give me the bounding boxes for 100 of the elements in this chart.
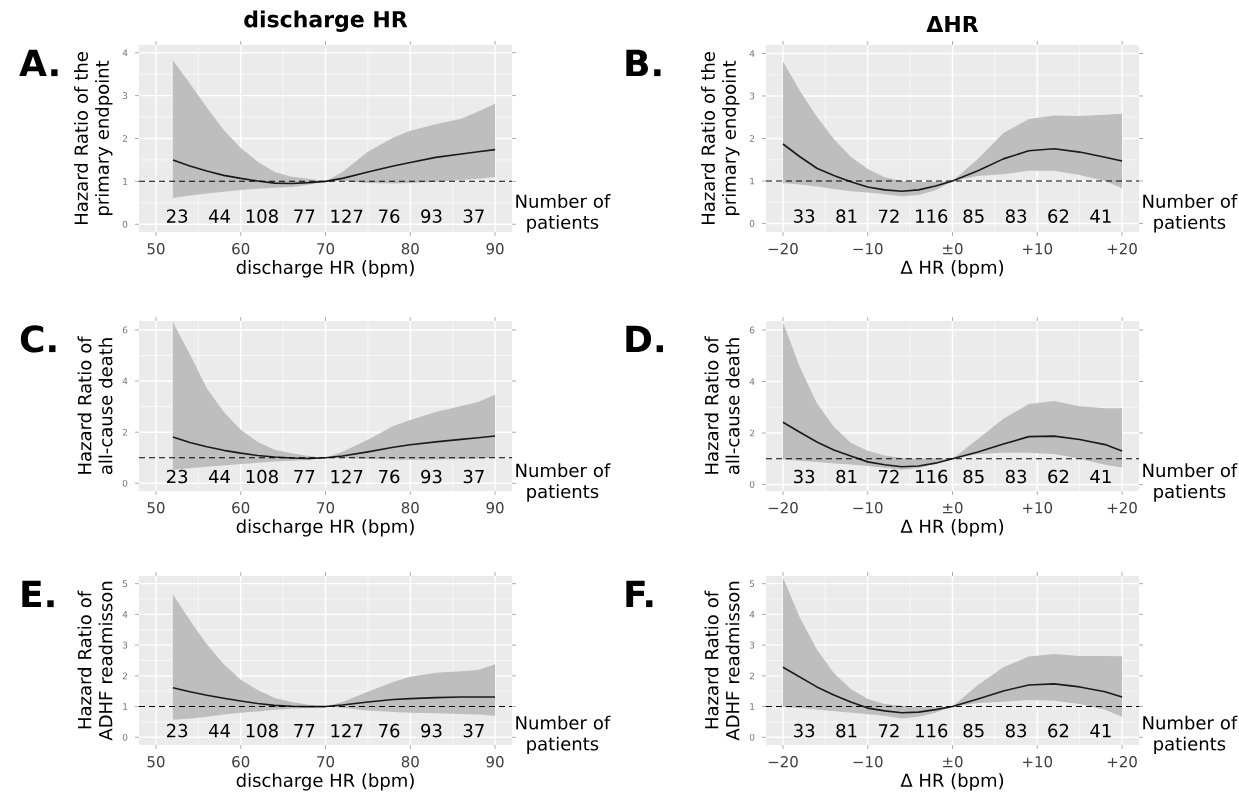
x-tick-label: 50 [147,243,165,255]
x-tick-label: 80 [401,756,419,768]
x-tick-label: 70 [317,243,335,255]
text: Number of patients [1143,194,1238,233]
x-tick-label: −20 [768,243,798,255]
y-axis-title: Hazard Ratio of all-cause death [704,336,740,475]
y-tick-label: 0 [122,220,128,228]
y-tick-label: 0 [749,481,755,488]
x-tick-label: −10 [853,502,883,514]
x-tick-label: ±0 [943,243,963,255]
y-tick-label: 1 [123,703,128,710]
annotation: 127 [331,723,363,738]
annotation: 93 [421,723,442,738]
text: B. [626,49,661,77]
y-tick-label: 2 [749,429,755,437]
x-tick-label: 90 [486,756,504,768]
annotation: 41 [1090,469,1111,484]
x-tick-label: ±0 [943,502,963,514]
y-tick-label: 0 [122,479,128,487]
text: C. [20,325,56,353]
x-tick-label: 60 [232,756,250,768]
text: Number of patients [516,194,611,233]
x-tick-label: 70 [317,502,335,514]
x-axis-title: Δ HR (bpm) [900,260,1004,278]
x-tick-label: ±0 [943,756,963,768]
chart-title: ΔHR [926,15,979,32]
y-tick-label: 3 [122,641,128,649]
annotation: 81 [836,469,857,484]
annotation: 62 [1048,723,1069,738]
annotation: 44 [208,469,230,484]
annotation: 72 [878,723,899,738]
x-axis-title: discharge HR (bpm) [236,260,414,278]
x-tick-label: 90 [486,502,504,514]
annotation: 37 [463,469,484,484]
annotation: 116 [916,469,948,484]
annotation: 116 [916,209,948,223]
annotation: 76 [379,723,400,738]
annotation: 83 [1005,723,1027,738]
text: A. [19,49,58,77]
line-series [782,421,1123,468]
annotation: 76 [379,469,400,484]
line-series [172,148,496,185]
text: E. [22,580,54,608]
annotation: 62 [1048,209,1069,223]
annotation: 33 [794,469,815,484]
y-tick-label: 5 [122,580,128,588]
annotation: 41 [1090,724,1111,738]
annotation: 77 [294,724,315,738]
y-tick-label: 1 [750,703,755,710]
text: F. [626,580,653,608]
annotation: 108 [246,723,278,738]
x-tick-label: −20 [768,502,798,514]
annotation: 83 [1005,209,1027,223]
annotation: 33 [794,723,815,738]
annotation: 93 [421,209,442,223]
chart-title: discharge HR [244,10,408,32]
y-tick-label: 0 [749,733,755,741]
x-tick-label: +20 [1107,502,1137,514]
x-tick-label: 90 [486,243,504,255]
annotation: 85 [963,723,984,738]
annotation: 37 [463,723,484,738]
annotation: 62 [1048,469,1069,484]
x-tick-label: 50 [147,756,165,768]
x-tick-label: −10 [853,243,883,255]
annotation: 72 [878,209,899,223]
annotation: 72 [878,469,899,484]
y-axis-title: Hazard Ratio of ADHF readmisson [704,581,740,741]
annotation: 108 [246,469,278,484]
text: Number of patients [516,463,611,502]
y-tick-label: 4 [749,378,755,385]
y-tick-label: 2 [749,135,755,142]
text: Number of patients [1143,463,1238,502]
y-axis-title: Hazard Ratio of the primary endpoint [701,52,740,225]
text: D. [626,325,663,353]
x-tick-label: 60 [232,502,250,514]
annotation: 81 [836,209,857,223]
annotation: 83 [1005,469,1027,484]
y-tick-label: 3 [749,92,755,100]
line-series [782,143,1123,192]
x-tick-label: −10 [853,756,883,768]
y-tick-label: 2 [122,672,128,680]
annotation: 23 [167,469,188,484]
annotation: 44 [208,209,230,223]
annotation: 76 [379,209,400,223]
y-tick-label: 4 [749,50,755,57]
y-axis-title: Hazard Ratio of ADHF readmisson [77,581,113,741]
annotation: 77 [294,469,315,484]
x-tick-label: +10 [1023,502,1053,514]
y-tick-label: 5 [749,580,755,588]
x-tick-label: −20 [768,756,798,768]
y-tick-label: 6 [122,326,128,334]
annotation: 23 [167,723,188,738]
annotation: 108 [246,209,278,223]
y-tick-label: 0 [749,220,755,227]
text: Number of patients [1143,715,1238,755]
x-tick-label: +10 [1023,243,1053,255]
x-tick-label: 50 [147,502,165,514]
y-tick-label: 2 [122,428,128,436]
y-tick-label: 0 [122,733,128,741]
line-series [172,435,496,460]
